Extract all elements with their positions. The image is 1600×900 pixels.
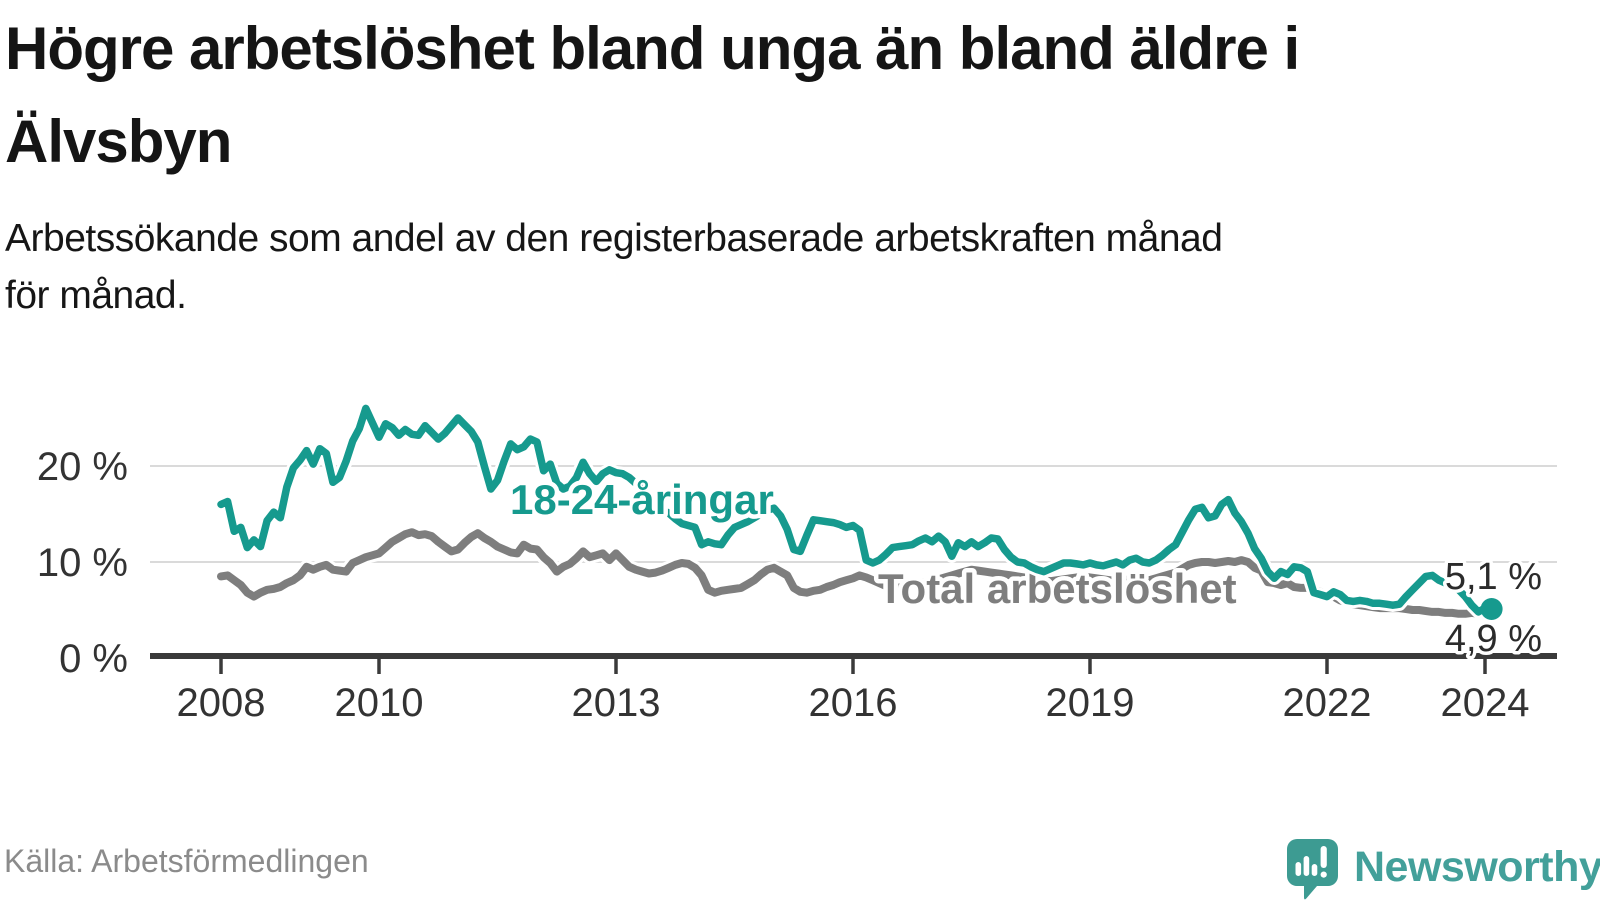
x-tick-label-2010: 2010	[335, 681, 424, 725]
y-tick-label-20: 20 %	[37, 445, 128, 489]
page-title: Högre arbetslöshet bland unga än bland ä…	[5, 2, 1595, 188]
x-tick-label-2013: 2013	[572, 681, 661, 725]
youth-series-end-dot	[1480, 598, 1503, 620]
total-line-stroke	[217, 528, 1496, 618]
subtitle-line-1: Arbetssökande som andel av den registerb…	[5, 217, 1223, 260]
y-tick-label-0: 0 %	[59, 637, 128, 681]
x-tick-label-2016: 2016	[809, 681, 898, 725]
youth-end-value-label: 5,1 %	[1445, 556, 1542, 598]
x-axis-ticks	[219, 657, 1487, 674]
x-tick-label-2019: 2019	[1046, 681, 1135, 725]
x-tick-label-2022: 2022	[1283, 681, 1372, 725]
title-line-1: Högre arbetslöshet bland unga än bland ä…	[5, 15, 1300, 82]
youth-series-label: 18-24-åringar	[510, 476, 774, 523]
total-unemployment-line	[214, 525, 1499, 621]
youth-line-stroke	[217, 404, 1496, 616]
y-tick-label-10: 10 %	[37, 541, 128, 585]
newsworthy-logo-icon	[1287, 839, 1338, 900]
title-line-2: Älvsbyn	[5, 108, 232, 175]
newsworthy-wordmark: Newsworthy	[1354, 843, 1600, 891]
youth-18-24-line	[214, 401, 1503, 620]
total-end-value-label: 4,9 %	[1445, 618, 1542, 660]
subtitle-line-2: för månad.	[5, 274, 187, 317]
chart-subtitle: Arbetssökande som andel av den registerb…	[5, 210, 1595, 324]
x-tick-label-2024: 2024	[1441, 681, 1530, 725]
source-credit: Källa: Arbetsförmedlingen	[4, 843, 369, 879]
newsworthy-logo: Newsworthy	[1287, 839, 1600, 900]
line-chart: 0 % 10 % 20 % 2008 2010 2013 2016 2019 2…	[37, 401, 1557, 725]
x-tick-label-2008: 2008	[177, 681, 266, 725]
